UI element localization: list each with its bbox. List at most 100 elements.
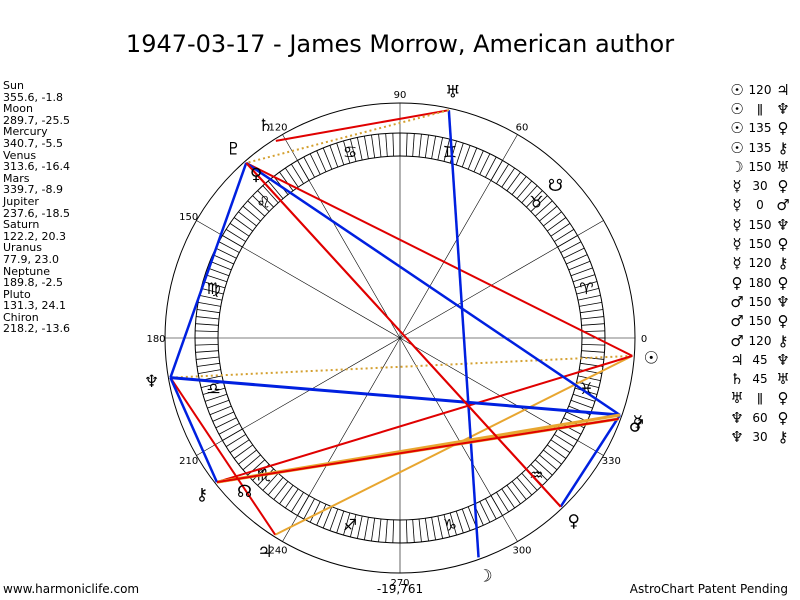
aspect-angle: 150 [748, 294, 772, 309]
aspect-planet-b: ♀ [777, 408, 789, 427]
aspect-row: ♆ 60 ♀ [728, 408, 800, 427]
degree-tick [418, 134, 422, 158]
degree-tick [316, 150, 327, 172]
aspect-planet-b: ⚷ [777, 427, 789, 446]
aspect-planet-a: ☿ [732, 215, 742, 234]
planet-glyph-uranus: ♅ [445, 83, 460, 103]
aspect-angle: 150 [748, 217, 772, 232]
aspect-line [169, 377, 219, 483]
degree-tick [580, 309, 604, 314]
degree-tick [581, 350, 605, 353]
aspect-planet-b: ♀ [777, 312, 789, 331]
degree-tick [521, 472, 538, 491]
degree-tick [204, 274, 228, 283]
degree-tick [547, 217, 567, 232]
aspect-row: ♂ 150 ♀ [728, 312, 800, 331]
planet-glyph-chiron: ⚷ [196, 485, 208, 505]
planet-position-neptune: 189.8, -2.5 [3, 276, 63, 290]
planet-position-jupiter: 237.6, -18.5 [3, 206, 70, 220]
degree-tick [356, 137, 363, 161]
degree-tick [218, 241, 240, 253]
aspect-planet-a: ♂ [730, 292, 744, 311]
aspect-line [245, 162, 562, 508]
degree-tick [303, 498, 315, 520]
degree-tick [267, 477, 284, 496]
aspect-row: ♆ 30 ⚷ [728, 427, 800, 446]
degree-tick [212, 254, 234, 265]
aspect-row: ♂ 150 ♆ [728, 292, 800, 311]
aspect-angle: 30 [752, 179, 768, 194]
degree-tick [543, 211, 562, 227]
aspect-row: ♃ 45 ♆ [728, 350, 800, 369]
planet-glyph-venus: ♀ [568, 511, 580, 531]
aspect-angle: 120 [748, 82, 772, 97]
planet-position-sun: 355.6, -1.8 [3, 90, 63, 104]
aspect-planet-b: ♃ [776, 80, 790, 99]
sign-glyph: ♈ [579, 279, 593, 298]
degree-tick [581, 323, 605, 326]
degree-tick [563, 247, 585, 259]
degree-tick [554, 434, 575, 447]
planet-glyph-jupiter: ♃ [257, 542, 272, 562]
planet-glyph-saturn: ♄ [258, 116, 273, 136]
degree-tick [461, 145, 471, 168]
point-glyph: ☊ [237, 482, 252, 502]
degree-tick [572, 274, 596, 283]
degree-label: 90 [394, 90, 407, 101]
degree-tick [378, 518, 382, 542]
aspect-angle: 120 [748, 333, 772, 348]
degree-tick [385, 133, 388, 157]
aspect-planet-a: ♅ [730, 389, 744, 408]
aspect-line [275, 109, 450, 142]
aspect-planet-b: ♂ [776, 196, 790, 215]
aspect-row: ☿ 0 ♂ [728, 196, 800, 215]
degree-label: 330 [602, 456, 621, 467]
degree-tick [196, 362, 220, 367]
spoke-line [399, 337, 518, 542]
aspect-planet-a: ☿ [732, 235, 742, 254]
degree-tick [204, 393, 228, 402]
aspect-planet-b: ⚷ [777, 331, 789, 350]
aspect-angle: 30 [752, 429, 768, 444]
degree-tick [273, 481, 289, 500]
degree-tick [198, 302, 221, 307]
aspect-planet-b: ♆ [776, 350, 790, 369]
aspect-line [245, 162, 633, 357]
degree-tick [247, 200, 266, 217]
degree-tick [209, 260, 232, 271]
planet-glyph-mercury: ☿ [633, 412, 643, 432]
aspect-planet-a: ♄ [730, 370, 744, 389]
degree-tick [291, 492, 304, 513]
aspect-line [447, 110, 480, 558]
planet-name-uranus: Uranus [3, 241, 42, 255]
degree-tick [405, 133, 408, 157]
degree-tick [322, 506, 333, 529]
aspect-line [170, 376, 621, 417]
aspect-row: ☉ 135 ⚷ [728, 138, 800, 157]
degree-tick [405, 519, 408, 543]
aspect-planet-b: ♀ [777, 177, 789, 196]
degree-tick [496, 163, 509, 184]
aspect-planet-a: ♂ [730, 331, 744, 350]
footer-website[interactable]: www.harmoniclife.com [3, 582, 140, 596]
planet-positions-panel: Sun 355.6, -1.8 Moon 289.7, -25.5 Mercury 340… [3, 80, 70, 335]
degree-tick [309, 153, 321, 175]
aspect-angle: 150 [748, 159, 772, 174]
degree-label: 180 [146, 334, 165, 345]
sign-glyph: ♍ [206, 279, 220, 298]
degree-label: 150 [179, 212, 198, 223]
degree-tick [449, 512, 457, 536]
degree-tick [199, 294, 223, 301]
aspect-planet-b: ♀ [777, 389, 789, 408]
aspect-angle: 60 [752, 410, 768, 425]
degree-tick [262, 185, 279, 204]
degree-tick [461, 508, 471, 531]
aspect-planet-a: ☿ [732, 177, 742, 196]
aspect-angle: 180 [748, 275, 772, 290]
sign-glyph: ♐ [343, 515, 357, 534]
degree-tick [202, 281, 226, 289]
degree-tick [233, 217, 253, 232]
degree-tick [215, 247, 237, 259]
degree-tick [530, 464, 548, 481]
degree-tick [418, 518, 422, 542]
